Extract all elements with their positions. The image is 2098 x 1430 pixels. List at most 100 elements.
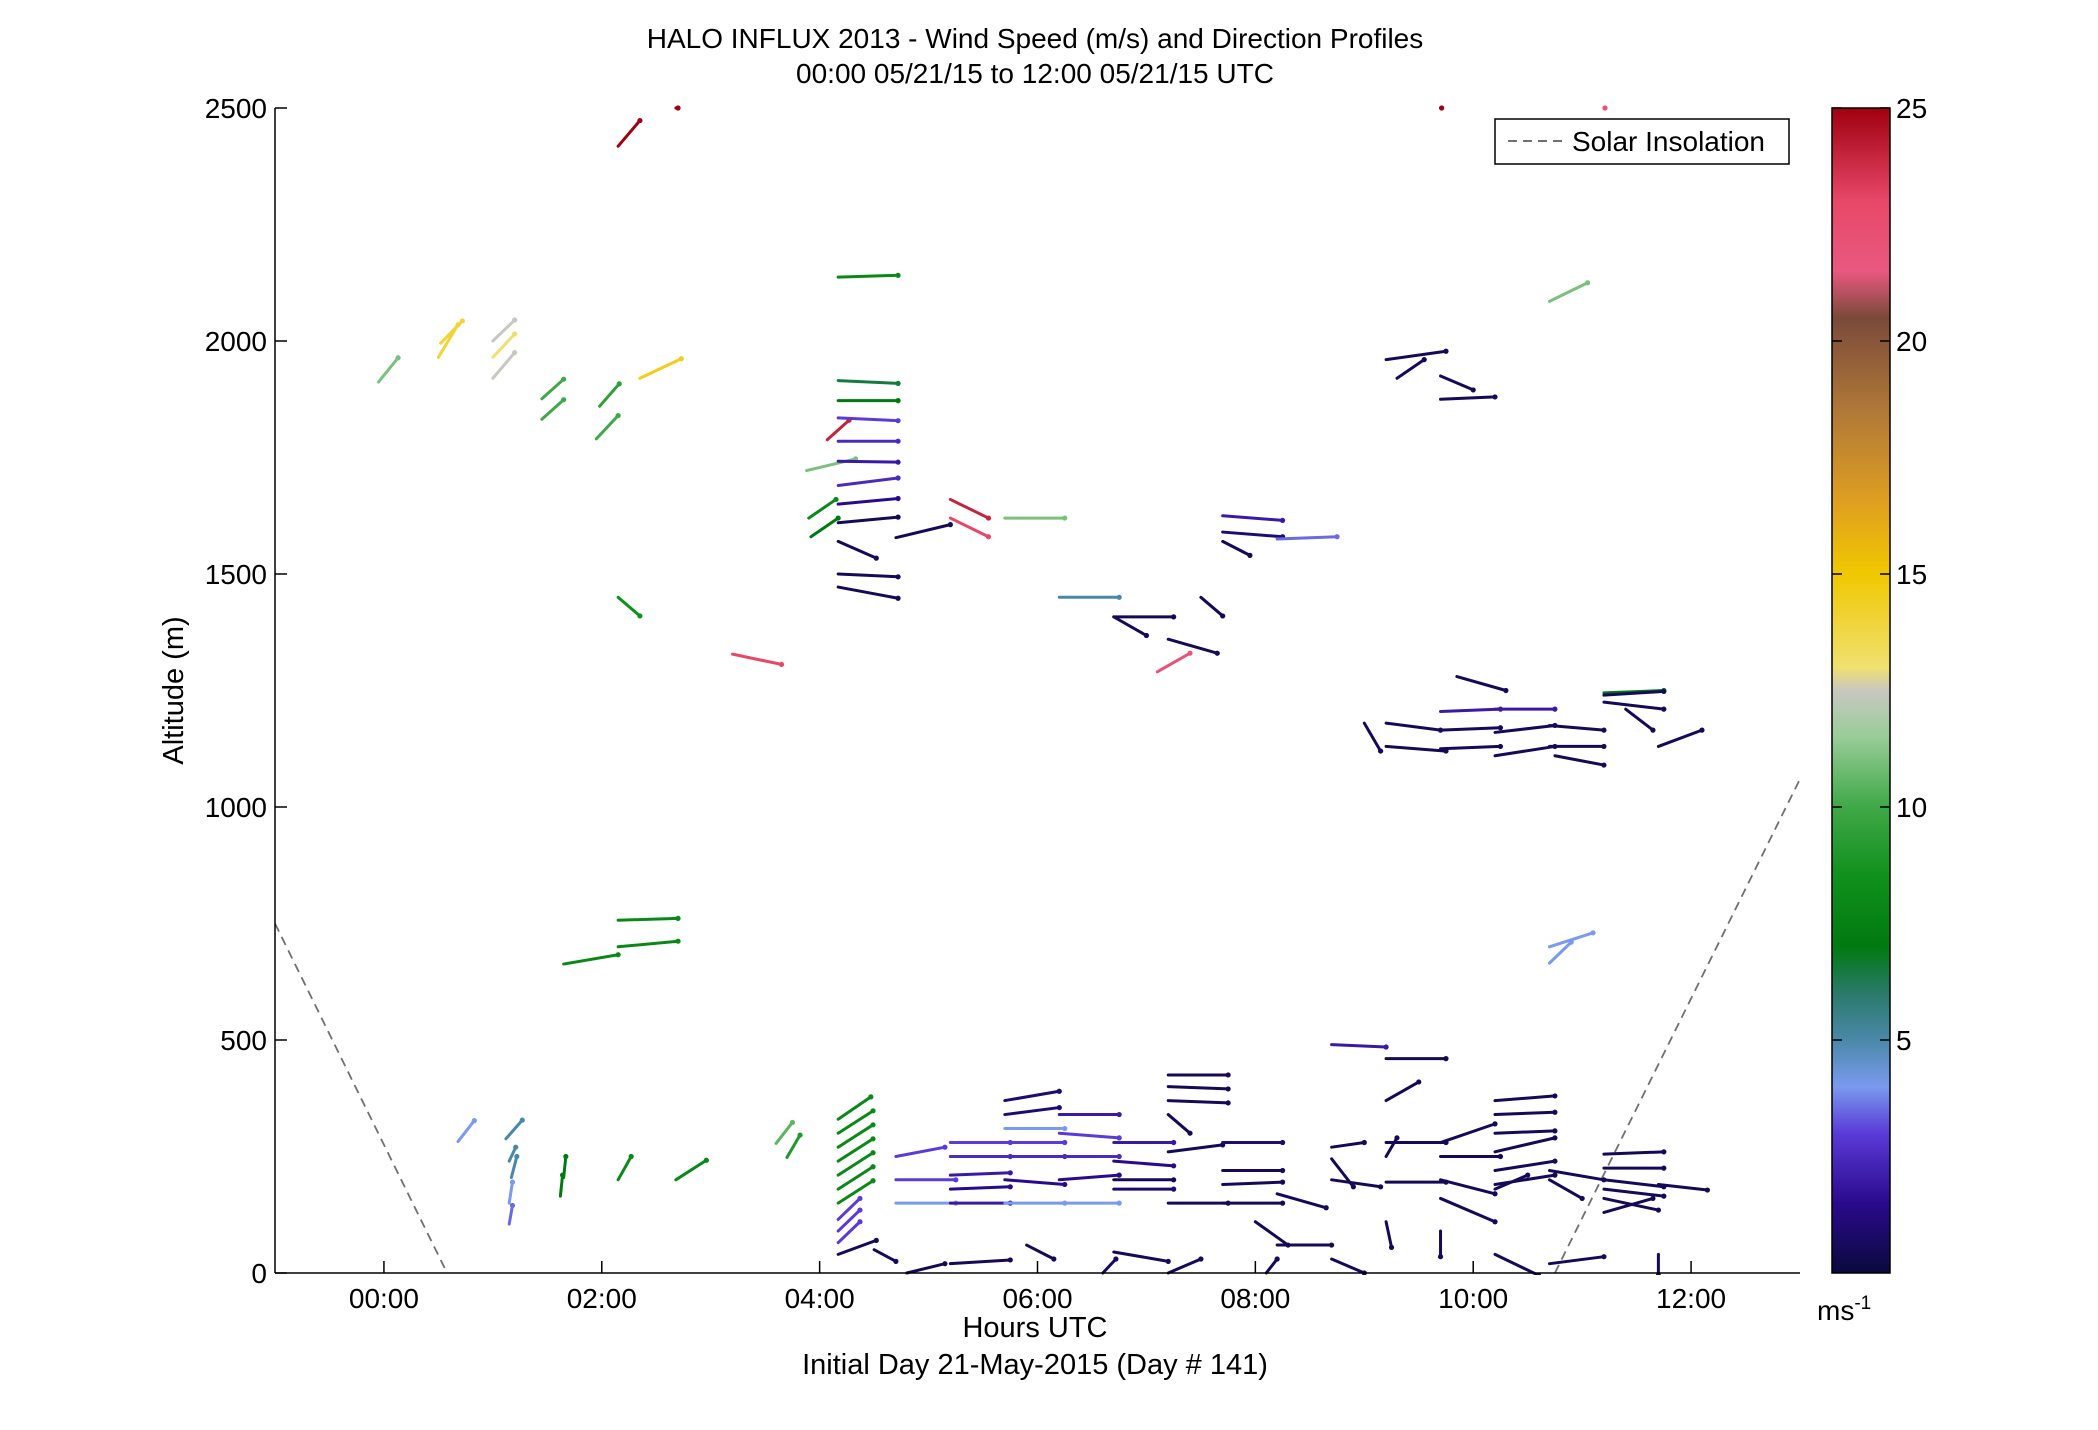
- wind-vector-head: [895, 574, 901, 580]
- wind-vector: [1493, 1158, 1558, 1172]
- wind-vector: [491, 317, 518, 343]
- wind-vector: [1112, 1186, 1177, 1192]
- wind-vector: [1112, 1159, 1177, 1169]
- wind-vector-shaft: [1275, 1192, 1328, 1210]
- wind-vector-shaft: [1166, 1257, 1203, 1275]
- wind-vector-shaft: [836, 1137, 875, 1163]
- wind-vector: [836, 475, 901, 487]
- wind-vector-head: [1552, 1158, 1558, 1164]
- wind-vector-head: [1198, 1256, 1204, 1262]
- wind-vector-head: [1394, 1135, 1400, 1141]
- wind-vector: [540, 397, 567, 421]
- wind-vector-shaft: [491, 332, 517, 359]
- wind-vector-shaft: [1384, 744, 1448, 753]
- x-tick-label: 00:00: [349, 1283, 419, 1314]
- wind-vector-head: [561, 397, 567, 403]
- wind-vector-shaft: [456, 1119, 476, 1144]
- wind-vector-shaft: [1112, 1250, 1170, 1263]
- wind-vector-shaft: [1439, 1122, 1497, 1145]
- wind-vector-head: [1497, 1153, 1504, 1160]
- wind-vector-shaft: [1003, 1106, 1061, 1117]
- wind-vector-head: [1220, 613, 1226, 619]
- wind-vector: [1493, 1172, 1558, 1186]
- wind-vector-shaft: [807, 497, 838, 520]
- wind-vector-head: [1704, 1187, 1711, 1193]
- wind-vector-head: [1601, 727, 1607, 733]
- wind-vector-head: [895, 398, 901, 404]
- wind-vector: [1003, 1178, 1068, 1188]
- wind-vector-head: [675, 915, 681, 921]
- wind-vector: [1602, 105, 1608, 111]
- wind-vector-shaft: [1384, 1136, 1399, 1158]
- wind-vector-head: [870, 1150, 876, 1156]
- wind-vector-head: [459, 318, 465, 324]
- wind-vector: [1003, 1139, 1068, 1146]
- wind-vector-shaft: [825, 418, 851, 442]
- wind-vector-head: [1062, 515, 1068, 521]
- wind-vector-head: [1416, 1079, 1422, 1085]
- wind-vector-shaft: [1493, 1159, 1557, 1172]
- wind-vector: [905, 1261, 948, 1275]
- wind-vector: [1275, 1242, 1335, 1248]
- wind-vector: [439, 318, 465, 345]
- y-tick-label: 500: [220, 1025, 267, 1056]
- wind-vector: [894, 1144, 948, 1158]
- wind-vector: [836, 1108, 876, 1135]
- wind-vector-shaft: [836, 1220, 862, 1245]
- wind-vector-head: [1350, 1184, 1356, 1190]
- wind-vector-head: [512, 317, 518, 323]
- wind-vector: [1003, 1088, 1062, 1103]
- wind-vector: [1656, 727, 1705, 748]
- wind-vector-head: [1279, 1167, 1286, 1174]
- wind-vector-shaft: [1253, 1220, 1290, 1247]
- wind-vector-head: [513, 1144, 519, 1150]
- wind-vector-shaft: [1166, 1113, 1192, 1135]
- wind-vector-shaft: [1656, 1182, 1709, 1192]
- wind-vector-head: [895, 418, 901, 424]
- wind-vector-head: [1699, 727, 1705, 733]
- wind-vector: [948, 516, 992, 540]
- wind-vector-shaft: [836, 1196, 862, 1221]
- wind-vector-head: [1116, 1153, 1122, 1160]
- legend: Solar Insolation: [1494, 118, 1790, 165]
- colorbar-tick-label: 25: [1896, 93, 1927, 124]
- wind-vector-shaft: [1493, 723, 1557, 734]
- wind-vector-head: [1062, 1139, 1068, 1146]
- wind-vector-shaft: [674, 1158, 708, 1182]
- wind-vector-head: [1056, 1088, 1062, 1094]
- wind-vector: [1155, 650, 1193, 674]
- colorbar-tick-label: 5: [1896, 1025, 1912, 1056]
- wind-vector: [836, 572, 901, 580]
- wind-vector: [1003, 1125, 1068, 1132]
- wind-vector: [1112, 1139, 1177, 1146]
- x-axis-sublabel: Initial Day 21-May-2015 (Day # 141): [802, 1349, 1268, 1381]
- wind-vector-head: [1492, 1121, 1498, 1127]
- wind-vector-head: [1007, 1184, 1013, 1190]
- wind-vector-shaft: [1395, 358, 1426, 380]
- wind-vector: [1439, 743, 1504, 751]
- y-tick-label: 2000: [205, 326, 267, 357]
- wind-vector-shaft: [894, 1145, 947, 1158]
- wind-vector: [785, 1132, 803, 1159]
- wind-vector: [507, 1179, 516, 1205]
- wind-vector: [1166, 1072, 1231, 1078]
- wind-vector: [836, 398, 901, 404]
- wind-vector-shaft: [1547, 1168, 1606, 1182]
- wind-vector-shaft: [1003, 1178, 1067, 1186]
- wind-vector-head: [1552, 1172, 1558, 1178]
- wind-vector: [1003, 515, 1068, 521]
- wind-vector: [774, 1119, 796, 1145]
- wind-vector-head: [873, 1237, 879, 1243]
- wind-vector-shaft: [1547, 281, 1590, 303]
- wind-vector-shaft: [504, 1118, 524, 1141]
- wind-vector-shaft: [785, 1133, 802, 1159]
- wind-vector-head: [615, 952, 621, 958]
- wind-vector: [836, 539, 879, 561]
- wind-vector-shaft: [1199, 595, 1225, 618]
- wind-vector-head: [1655, 1207, 1661, 1213]
- wind-vector: [1384, 1135, 1400, 1158]
- wind-vector: [894, 522, 953, 540]
- wind-vector-shaft: [1221, 1180, 1285, 1186]
- wind-vector-head: [561, 376, 567, 382]
- wind-vector-head: [1007, 1257, 1013, 1263]
